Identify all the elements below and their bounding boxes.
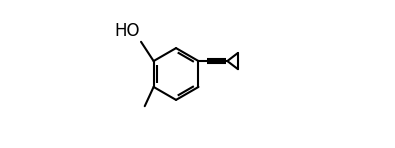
Text: HO: HO [114, 22, 139, 40]
